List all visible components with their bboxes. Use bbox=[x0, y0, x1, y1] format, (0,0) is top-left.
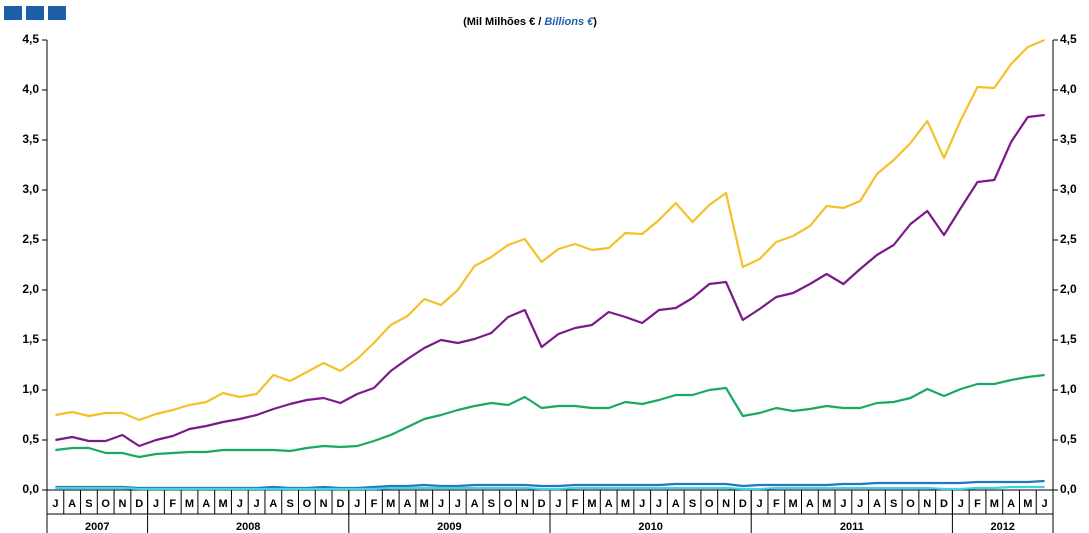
x-tick-label: F bbox=[371, 498, 378, 510]
x-tick-label: J bbox=[958, 498, 964, 510]
legend-icon bbox=[4, 6, 22, 20]
y-tick-label: 4,5 bbox=[22, 32, 39, 46]
x-tick-label: O bbox=[705, 498, 714, 510]
y-tick-label: 4,0 bbox=[22, 82, 39, 96]
x-tick-label: D bbox=[336, 498, 344, 510]
x-tick-label: A bbox=[672, 498, 680, 510]
x-tick-label: A bbox=[404, 498, 412, 510]
x-tick-label: A bbox=[605, 498, 613, 510]
year-label: 2009 bbox=[437, 521, 461, 533]
x-tick-label: S bbox=[689, 498, 696, 510]
x-tick-label: S bbox=[890, 498, 897, 510]
x-tick-label: O bbox=[504, 498, 513, 510]
x-tick-label: M bbox=[990, 498, 999, 510]
x-tick-label: J bbox=[52, 498, 58, 510]
x-tick-label: O bbox=[303, 498, 312, 510]
x-tick-label: M bbox=[822, 498, 831, 510]
subtitle-part: Billions € bbox=[544, 16, 594, 28]
y-tick-label: 3,0 bbox=[22, 182, 39, 196]
x-tick-label: A bbox=[68, 498, 76, 510]
x-tick-label: J bbox=[555, 498, 561, 510]
y-tick-label: 3,5 bbox=[1060, 132, 1077, 146]
series-line bbox=[55, 373, 1045, 459]
x-tick-label: J bbox=[455, 498, 461, 510]
x-tick-label: F bbox=[773, 498, 780, 510]
x-tick-label: D bbox=[135, 498, 143, 510]
y-tick-label: 0,5 bbox=[1060, 432, 1077, 446]
legend-icon bbox=[48, 6, 66, 20]
x-tick-label: O bbox=[906, 498, 915, 510]
x-tick-label: D bbox=[940, 498, 948, 510]
y-tick-label: 0,0 bbox=[22, 482, 39, 496]
y-tick-label: 3,0 bbox=[1060, 182, 1077, 196]
chart-subtitle: (Mil Milhões € / Billions €) bbox=[463, 16, 597, 28]
x-tick-label: S bbox=[488, 498, 495, 510]
x-tick-label: M bbox=[621, 498, 630, 510]
y-tick-label: 0,0 bbox=[1060, 482, 1077, 496]
x-tick-label: M bbox=[420, 498, 429, 510]
y-tick-label: 1,0 bbox=[22, 382, 39, 396]
x-tick-label: J bbox=[438, 498, 444, 510]
x-tick-label: O bbox=[101, 498, 110, 510]
y-tick-label: 2,0 bbox=[22, 282, 39, 296]
x-tick-label: F bbox=[572, 498, 579, 510]
year-label: 2010 bbox=[638, 521, 662, 533]
x-tick-label: S bbox=[286, 498, 293, 510]
x-tick-label: F bbox=[974, 498, 981, 510]
x-tick-label: J bbox=[153, 498, 159, 510]
y-tick-label: 1,5 bbox=[22, 332, 39, 346]
x-tick-label: N bbox=[118, 498, 126, 510]
x-tick-label: A bbox=[269, 498, 277, 510]
x-tick-label: M bbox=[386, 498, 395, 510]
x-tick-label: J bbox=[254, 498, 260, 510]
x-tick-label: A bbox=[202, 498, 210, 510]
x-tick-label: J bbox=[857, 498, 863, 510]
x-tick-label: A bbox=[806, 498, 814, 510]
x-tick-label: M bbox=[218, 498, 227, 510]
x-tick-label: J bbox=[354, 498, 360, 510]
legend-icon bbox=[26, 6, 44, 20]
x-tick-label: J bbox=[757, 498, 763, 510]
x-tick-label: N bbox=[722, 498, 730, 510]
subtitle-part: ) bbox=[593, 16, 597, 28]
y-tick-label: 4,5 bbox=[1060, 32, 1077, 46]
year-label: 2008 bbox=[236, 521, 260, 533]
x-tick-label: J bbox=[1042, 498, 1048, 510]
x-tick-label: A bbox=[1007, 498, 1015, 510]
year-label: 2012 bbox=[990, 521, 1014, 533]
y-tick-label: 1,5 bbox=[1060, 332, 1077, 346]
y-tick-label: 2,0 bbox=[1060, 282, 1077, 296]
x-tick-label: J bbox=[656, 498, 662, 510]
y-tick-label: 1,0 bbox=[1060, 382, 1077, 396]
y-tick-label: 3,5 bbox=[22, 132, 39, 146]
x-tick-label: A bbox=[873, 498, 881, 510]
y-tick-label: 4,0 bbox=[1060, 82, 1077, 96]
x-tick-label: J bbox=[237, 498, 243, 510]
x-tick-label: M bbox=[789, 498, 798, 510]
x-tick-label: A bbox=[471, 498, 479, 510]
x-tick-label: M bbox=[587, 498, 596, 510]
y-tick-label: 2,5 bbox=[22, 232, 39, 246]
series-line bbox=[55, 113, 1045, 448]
y-tick-label: 2,5 bbox=[1060, 232, 1077, 246]
series-line bbox=[55, 485, 1045, 491]
x-tick-label: J bbox=[639, 498, 645, 510]
y-tick-label: 0,5 bbox=[22, 432, 39, 446]
subtitle-part: (Mil Milhões € / bbox=[463, 16, 544, 28]
year-label: 2007 bbox=[85, 521, 109, 533]
x-tick-label: D bbox=[739, 498, 747, 510]
x-tick-label: N bbox=[521, 498, 529, 510]
series-line bbox=[55, 38, 1046, 422]
x-tick-label: N bbox=[923, 498, 931, 510]
x-tick-label: D bbox=[538, 498, 546, 510]
x-tick-label: M bbox=[185, 498, 194, 510]
year-label: 2011 bbox=[840, 521, 864, 533]
x-tick-label: N bbox=[320, 498, 328, 510]
x-tick-label: J bbox=[840, 498, 846, 510]
x-tick-label: F bbox=[169, 498, 176, 510]
x-tick-label: S bbox=[85, 498, 92, 510]
x-tick-label: M bbox=[1023, 498, 1032, 510]
